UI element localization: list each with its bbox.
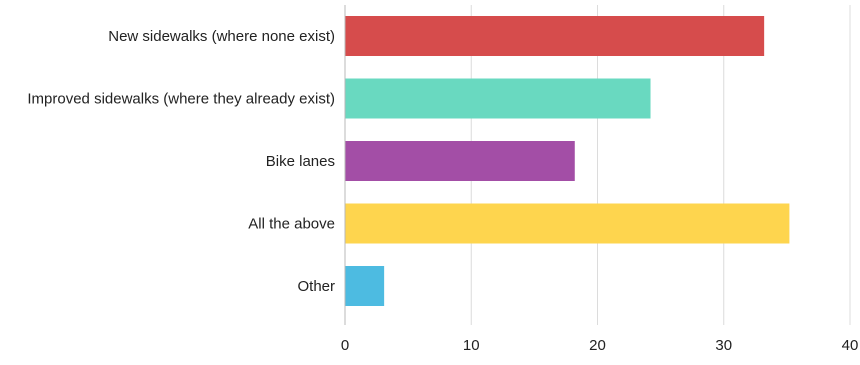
x-tick-labels: 0 10 20 30 40 bbox=[341, 337, 859, 354]
category-labels: New sidewalks (where none exist) Improved… bbox=[27, 28, 335, 295]
category-label: New sidewalks (where none exist) bbox=[108, 28, 335, 45]
bar bbox=[345, 266, 385, 306]
category-label: Bike lanes bbox=[266, 153, 335, 170]
bar bbox=[345, 78, 651, 119]
bar bbox=[345, 141, 575, 181]
x-tick-label: 20 bbox=[589, 337, 606, 354]
x-tick-label: 30 bbox=[715, 337, 732, 354]
category-label: Other bbox=[297, 278, 335, 295]
bars bbox=[345, 16, 790, 306]
x-tick-label: 0 bbox=[341, 337, 349, 354]
bar bbox=[345, 203, 790, 244]
bar bbox=[345, 16, 765, 56]
category-label: Improved sidewalks (where they already e… bbox=[27, 91, 335, 108]
category-label: All the above bbox=[248, 216, 335, 233]
x-tick-label: 40 bbox=[842, 337, 859, 354]
x-tick-label: 10 bbox=[463, 337, 480, 354]
